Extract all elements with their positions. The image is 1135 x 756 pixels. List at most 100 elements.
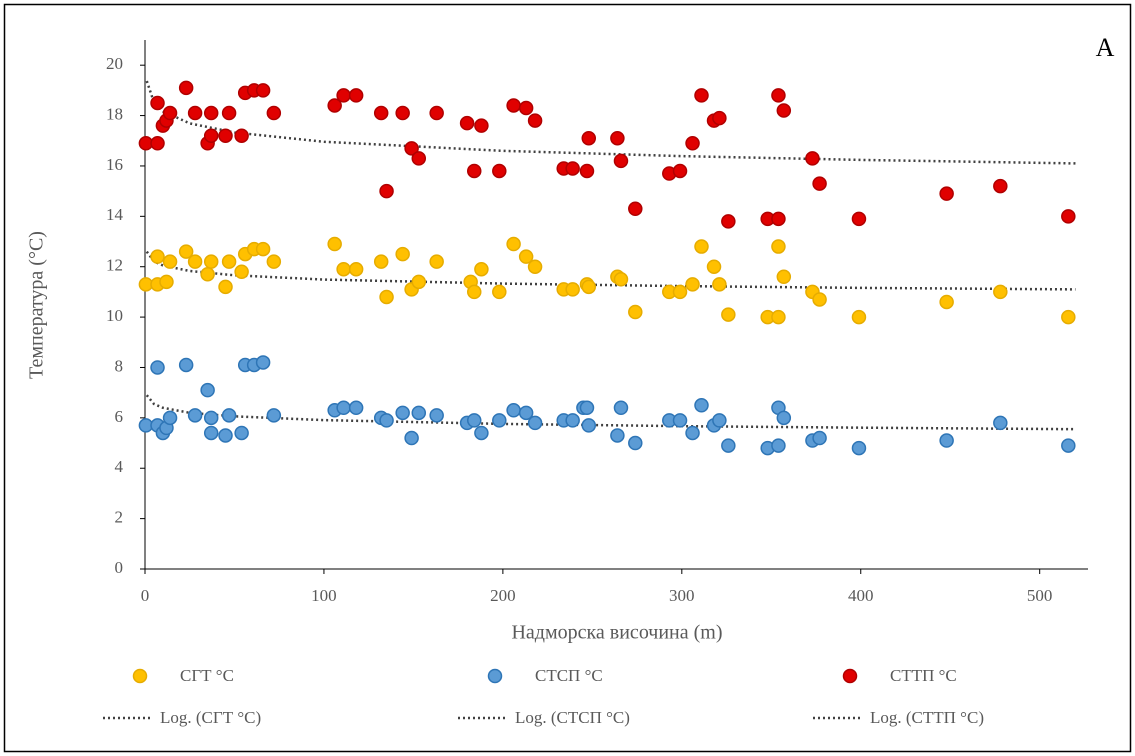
point: [812, 176, 827, 191]
point: [234, 425, 249, 441]
point: [527, 259, 543, 274]
point: [771, 309, 786, 325]
point: [187, 254, 203, 269]
point: [993, 178, 1008, 194]
point: [187, 105, 203, 121]
point: [712, 277, 727, 292]
point: [203, 410, 219, 426]
point: [203, 128, 219, 143]
point: [694, 88, 709, 103]
legend-marker: [487, 668, 503, 684]
trendline: [145, 394, 1076, 431]
y-tick-label: 12: [106, 256, 123, 275]
legend-marker: [132, 668, 148, 684]
point: [939, 186, 954, 201]
point: [266, 408, 282, 423]
legend-label: Log. (СТСП °C): [515, 708, 630, 727]
point: [187, 408, 203, 423]
point: [939, 294, 954, 310]
point: [581, 130, 597, 146]
point: [404, 141, 419, 156]
point: [812, 292, 827, 307]
point: [506, 236, 521, 252]
point: [1061, 209, 1076, 224]
point: [221, 408, 237, 423]
trendline: [145, 250, 1076, 291]
point: [348, 400, 364, 416]
point: [234, 264, 249, 280]
point: [150, 360, 165, 375]
legend-label: СТСП °C: [535, 666, 603, 685]
point: [429, 105, 444, 121]
point: [527, 113, 543, 128]
x-tick-label: 200: [490, 586, 516, 605]
point: [178, 244, 194, 259]
point: [492, 284, 507, 300]
point: [712, 110, 727, 126]
point: [672, 413, 688, 428]
point: [150, 95, 165, 111]
point: [348, 261, 364, 277]
point: [851, 211, 867, 227]
point: [579, 163, 595, 179]
point: [348, 88, 364, 103]
point: [613, 153, 629, 169]
trendline: [145, 80, 1076, 165]
point: [672, 163, 688, 179]
point: [221, 254, 237, 269]
x-tick-label: 400: [848, 586, 874, 605]
point: [404, 430, 419, 446]
y-tick-label: 20: [106, 54, 123, 73]
legend-label: Log. (СГТ °C): [160, 708, 261, 727]
point: [218, 279, 233, 295]
point: [466, 284, 482, 300]
point: [150, 136, 165, 151]
point: [610, 428, 625, 443]
point: [336, 400, 351, 416]
y-tick-label: 18: [106, 104, 123, 123]
point: [776, 269, 792, 285]
point: [395, 405, 410, 421]
point: [218, 428, 233, 443]
point: [429, 408, 444, 423]
point: [993, 415, 1008, 431]
point: [851, 309, 867, 325]
point: [565, 161, 580, 176]
x-tick-label: 500: [1027, 586, 1053, 605]
point: [221, 105, 237, 121]
point: [492, 163, 507, 179]
point: [506, 98, 521, 113]
point: [776, 410, 792, 426]
point: [200, 382, 215, 398]
point: [474, 261, 489, 277]
point: [411, 151, 427, 166]
y-tick-label: 16: [106, 155, 123, 174]
point: [466, 413, 482, 428]
point: [255, 241, 271, 257]
point: [581, 418, 597, 433]
y-tick-label: 14: [106, 205, 124, 224]
point: [203, 105, 219, 121]
point: [266, 254, 282, 269]
point: [336, 88, 351, 103]
legend-label: Log. (СТТП °C): [870, 708, 984, 727]
point: [327, 236, 342, 252]
point: [373, 254, 389, 269]
point: [706, 259, 722, 274]
point: [336, 261, 351, 277]
point: [203, 425, 219, 441]
x-tick-label: 100: [311, 586, 337, 605]
point: [721, 214, 736, 229]
point: [628, 435, 643, 451]
point: [771, 88, 786, 103]
y-tick-label: 6: [115, 407, 124, 426]
annotation: A: [1096, 33, 1115, 62]
point: [373, 105, 389, 121]
point: [721, 307, 736, 322]
point: [851, 440, 867, 456]
point: [178, 357, 194, 373]
point: [993, 284, 1008, 300]
point: [379, 413, 394, 428]
y-tick-label: 2: [115, 508, 124, 527]
